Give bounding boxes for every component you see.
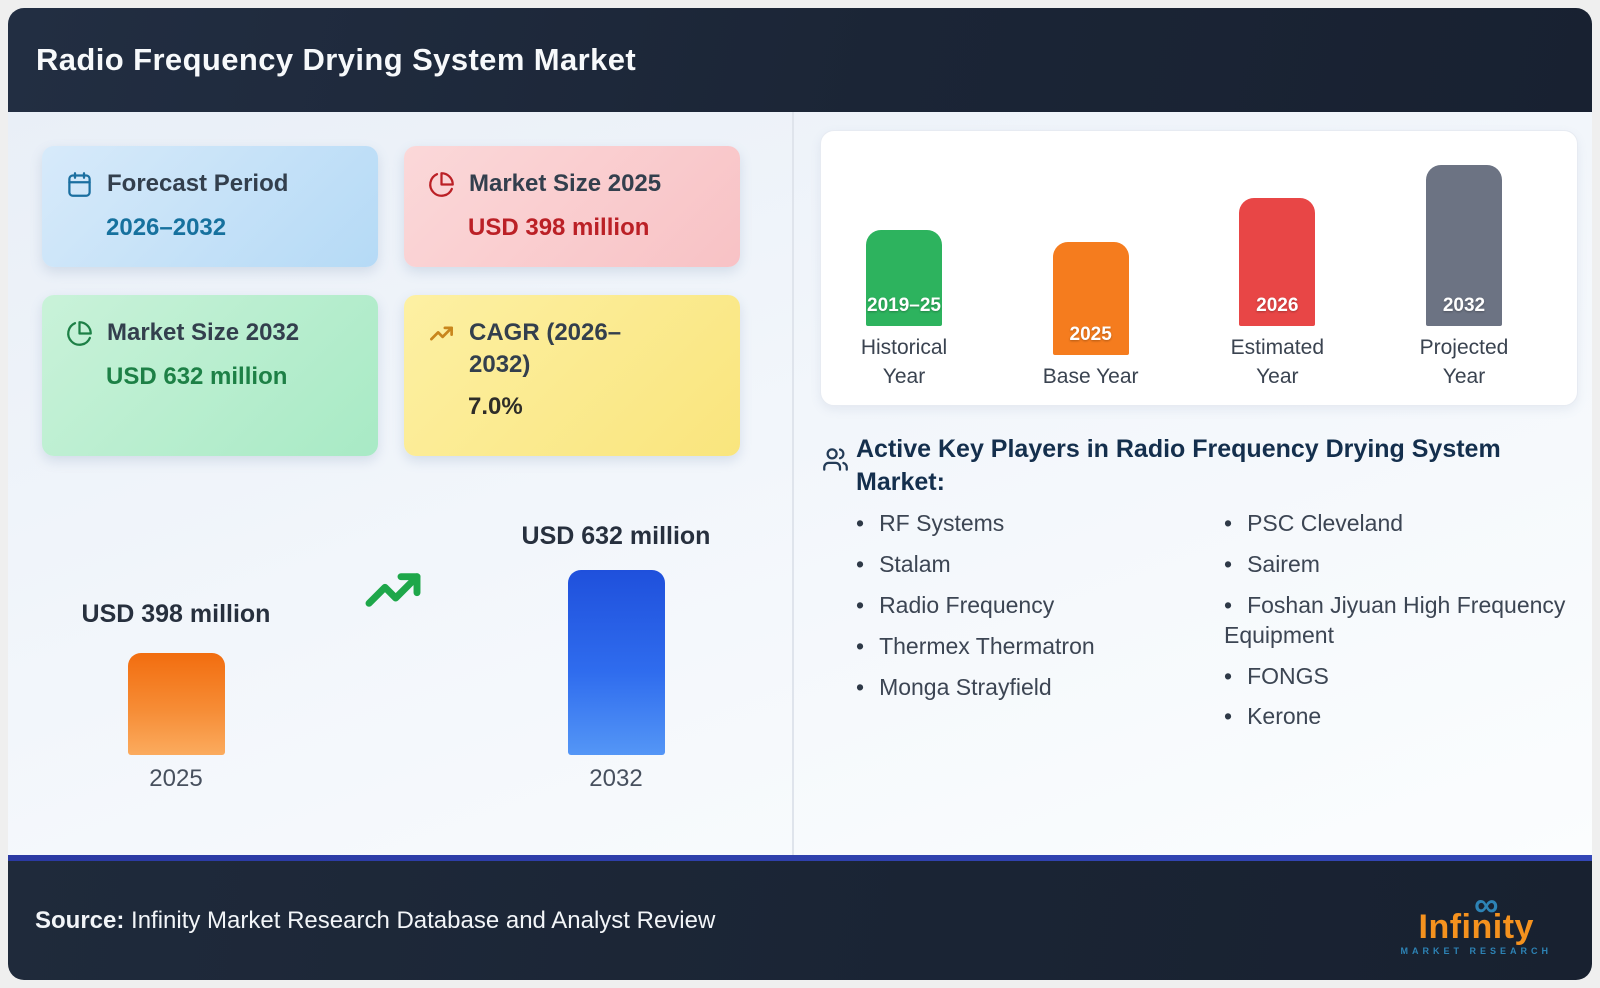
calendar-icon xyxy=(66,168,93,203)
bar-2032 xyxy=(568,570,665,755)
card-label: CAGR (2026–2032) xyxy=(469,319,622,379)
vertical-divider xyxy=(792,112,794,855)
bar-historical-year: 2019–25 xyxy=(866,230,942,327)
card-market-size-2025: Market Size 2025 USD 398 million xyxy=(404,146,740,267)
key-players-lists: RF Systems Stalam Radio Frequency Therme… xyxy=(856,509,1572,743)
timeline-chart-card: 2019–25 Historical Year 2025 Base Year 2… xyxy=(820,130,1578,406)
list-item: Radio Frequency xyxy=(856,591,1224,621)
main-content: Forecast Period 2026–2032 Market Size 20… xyxy=(8,112,1592,855)
bar-value-label-2032: USD 632 million xyxy=(521,522,711,550)
left-panel: Forecast Period 2026–2032 Market Size 20… xyxy=(8,112,792,855)
key-players-column-2: PSC Cleveland Sairem Foshan Jiyuan High … xyxy=(1224,509,1572,743)
bar-caption: Projected Year xyxy=(1419,336,1509,388)
bar-tag: 2025 xyxy=(1069,323,1112,345)
bar-caption: Estimated Year xyxy=(1230,336,1324,388)
bar-base-year: 2025 xyxy=(1052,241,1129,355)
trend-up-icon xyxy=(428,317,455,352)
pie-chart-icon xyxy=(428,168,455,203)
card-value: 7.0% xyxy=(468,392,523,420)
key-players-column-1: RF Systems Stalam Radio Frequency Therme… xyxy=(856,509,1224,743)
card-forecast-period: Forecast Period 2026–2032 xyxy=(42,146,378,267)
key-players-title: Active Key Players in Radio Frequency Dr… xyxy=(856,435,1501,496)
list-item: Monga Strayfield xyxy=(856,673,1224,703)
bar-tag: 2026 xyxy=(1256,295,1299,317)
list-item: PSC Cleveland xyxy=(1224,509,1572,539)
bar-axis-label-2032: 2032 xyxy=(589,765,643,792)
footer: Source: Infinity Market Research Databas… xyxy=(8,861,1592,980)
bar-caption: Historical Year xyxy=(860,336,948,388)
infographic-frame: Radio Frequency Drying System Market For… xyxy=(8,8,1592,980)
timeline-col-estimated: 2026 Estimated Year xyxy=(1202,131,1352,391)
infinity-icon: ∞ xyxy=(1474,885,1499,924)
trend-up-icon xyxy=(354,558,432,627)
users-icon xyxy=(822,446,849,478)
card-label: Market Size 2032 xyxy=(107,319,300,346)
stat-cards: Forecast Period 2026–2032 Market Size 20… xyxy=(42,146,740,456)
list-item: Thermex Thermatron xyxy=(856,632,1224,662)
card-market-size-2032: Market Size 2032 USD 632 million xyxy=(42,295,378,456)
card-value: USD 398 million xyxy=(468,214,650,241)
list-item: Stalam xyxy=(856,550,1224,580)
page-title: Radio Frequency Drying System Market xyxy=(36,42,637,77)
source-note: Source: Infinity Market Research Databas… xyxy=(35,907,715,935)
right-panel: 2019–25 Historical Year 2025 Base Year 2… xyxy=(794,112,1592,855)
logo-subtitle: MARKET RESEARCH xyxy=(1400,945,1552,956)
list-item: RF Systems xyxy=(856,509,1224,539)
bar-value-label-2025: USD 398 million xyxy=(81,600,271,628)
accent-line xyxy=(8,855,1592,861)
bar-projected-year: 2032 xyxy=(1425,165,1502,327)
pie-chart-icon xyxy=(66,317,93,352)
list-item: Kerone xyxy=(1224,702,1572,732)
card-label: Market Size 2025 xyxy=(469,170,662,197)
bar-caption: Base Year xyxy=(1042,364,1139,388)
bar-2025 xyxy=(128,653,225,755)
source-label: Source: xyxy=(35,906,125,934)
bar-tag: 2019–25 xyxy=(867,295,941,317)
bar-axis-label-2025: 2025 xyxy=(149,765,203,792)
list-item: FONGS xyxy=(1224,662,1572,692)
bar-tag: 2032 xyxy=(1442,295,1486,317)
list-item: Foshan Jiyuan High Frequency Equipment xyxy=(1224,591,1572,651)
bar-estimated-year: 2026 xyxy=(1239,198,1316,327)
card-cagr: CAGR (2026–2032) 7.0% xyxy=(404,295,740,456)
logo-name: Infinity xyxy=(1418,907,1534,946)
list-item: Sairem xyxy=(1224,550,1572,580)
card-value: USD 632 million xyxy=(106,363,288,390)
source-text: Infinity Market Research Database and An… xyxy=(124,906,716,934)
header: Radio Frequency Drying System Market xyxy=(8,8,1592,112)
infinity-logo: ∞ Infinity MARKET RESEARCH xyxy=(1400,886,1552,956)
card-label: Forecast Period xyxy=(107,170,289,197)
card-value: 2026–2032 xyxy=(106,214,227,241)
timeline-col-projected: 2032 Projected Year xyxy=(1389,131,1539,391)
timeline-col-historical: 2019–25 Historical Year xyxy=(829,131,979,391)
timeline-col-base: 2025 Base Year xyxy=(1016,131,1166,391)
